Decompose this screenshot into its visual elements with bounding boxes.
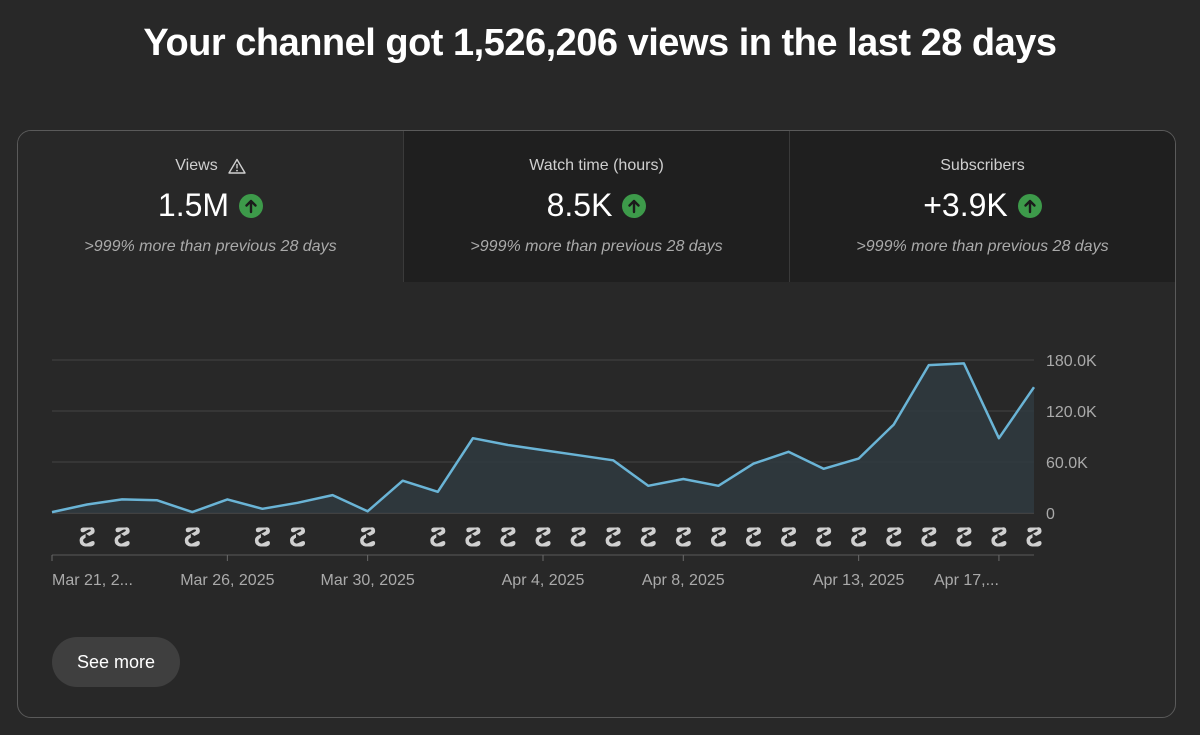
shorts-icon[interactable]: [535, 527, 551, 547]
tab-watch-time[interactable]: Watch time (hours) 8.5K >999% more than …: [403, 131, 789, 282]
shorts-icon[interactable]: [290, 527, 306, 547]
x-tick-label: Mar 30, 2025: [321, 572, 415, 589]
shorts-icon[interactable]: [605, 527, 621, 547]
subscribers-compare: >999% more than previous 28 days: [856, 238, 1109, 255]
shorts-icon[interactable]: [991, 527, 1007, 547]
shorts-icon[interactable]: [710, 527, 726, 547]
y-tick-label: 120.0K: [1046, 404, 1097, 421]
shorts-icon[interactable]: [956, 527, 972, 547]
metric-label-watch-time: Watch time (hours): [529, 157, 664, 175]
x-tick-label: Mar 26, 2025: [180, 572, 274, 589]
metric-label-subscribers: Subscribers: [940, 157, 1024, 175]
views-area: [52, 363, 1034, 513]
metric-tabs: Views 1.5M >999% mor: [18, 131, 1175, 282]
watch-time-compare: >999% more than previous 28 days: [470, 238, 723, 255]
page-title: Your channel got 1,526,206 views in the …: [143, 22, 1057, 64]
analytics-card: Views 1.5M >999% mor: [17, 130, 1176, 718]
trend-up-icon: [622, 193, 647, 218]
shorts-icon[interactable]: [781, 527, 797, 547]
shorts-icon[interactable]: [500, 527, 516, 547]
views-chart[interactable]: 0 60.0K 120.0K 180.0K Mar 21, 2... Mar 26, 20…: [18, 131, 1175, 718]
shorts-icon[interactable]: [675, 527, 691, 547]
shorts-icon[interactable]: [254, 527, 270, 547]
shorts-icon[interactable]: [430, 527, 446, 547]
shorts-icon[interactable]: [360, 527, 376, 547]
metric-label-views: Views: [175, 157, 246, 175]
views-compare: >999% more than previous 28 days: [84, 238, 337, 255]
views-value: 1.5M: [157, 187, 230, 223]
chart-area: 0 60.0K 120.0K 180.0K Mar 21, 2... Mar 26, 20…: [18, 131, 1175, 718]
shorts-icon[interactable]: [640, 527, 656, 547]
views-line: [51, 362, 1036, 514]
watch-time-value: 8.5K: [546, 187, 613, 223]
tab-subscribers[interactable]: Subscribers +3.9K >999% more than previo…: [789, 131, 1175, 282]
subscribers-label: Subscribers: [940, 157, 1025, 174]
x-tick-label: Mar 21, 2...: [52, 572, 133, 589]
trend-up-icon: [1017, 193, 1042, 218]
shorts-icon[interactable]: [851, 527, 867, 547]
shorts-icon[interactable]: [184, 527, 200, 547]
x-tick-label: Apr 8, 2025: [642, 572, 725, 589]
y-tick-label: 180.0K: [1046, 353, 1097, 370]
subscribers-value: +3.9K: [923, 187, 1008, 223]
warning-icon[interactable]: [227, 158, 246, 174]
watch-time-label: Watch time (hours): [529, 157, 664, 174]
shorts-icon[interactable]: [1026, 527, 1042, 547]
x-tick-label: Apr 4, 2025: [502, 572, 585, 589]
shorts-icon[interactable]: [886, 527, 902, 547]
x-tick-label: Apr 13, 2025: [813, 572, 905, 589]
trend-up-icon: [239, 193, 264, 218]
shorts-icon[interactable]: [745, 527, 761, 547]
y-tick-label: 60.0K: [1046, 455, 1088, 472]
shorts-icon[interactable]: [816, 527, 832, 547]
shorts-icon[interactable]: [114, 527, 130, 547]
shorts-icon[interactable]: [921, 527, 937, 547]
see-more-button[interactable]: See more: [52, 637, 180, 687]
shorts-icon[interactable]: [79, 527, 95, 547]
tab-views[interactable]: Views 1.5M >999% mor: [18, 131, 403, 282]
shorts-icon[interactable]: [570, 527, 586, 547]
x-tick-label: Apr 17,...: [934, 572, 999, 589]
shorts-icon[interactable]: [465, 527, 481, 547]
y-tick-label: 0: [1046, 506, 1055, 523]
views-label: Views: [175, 157, 218, 174]
